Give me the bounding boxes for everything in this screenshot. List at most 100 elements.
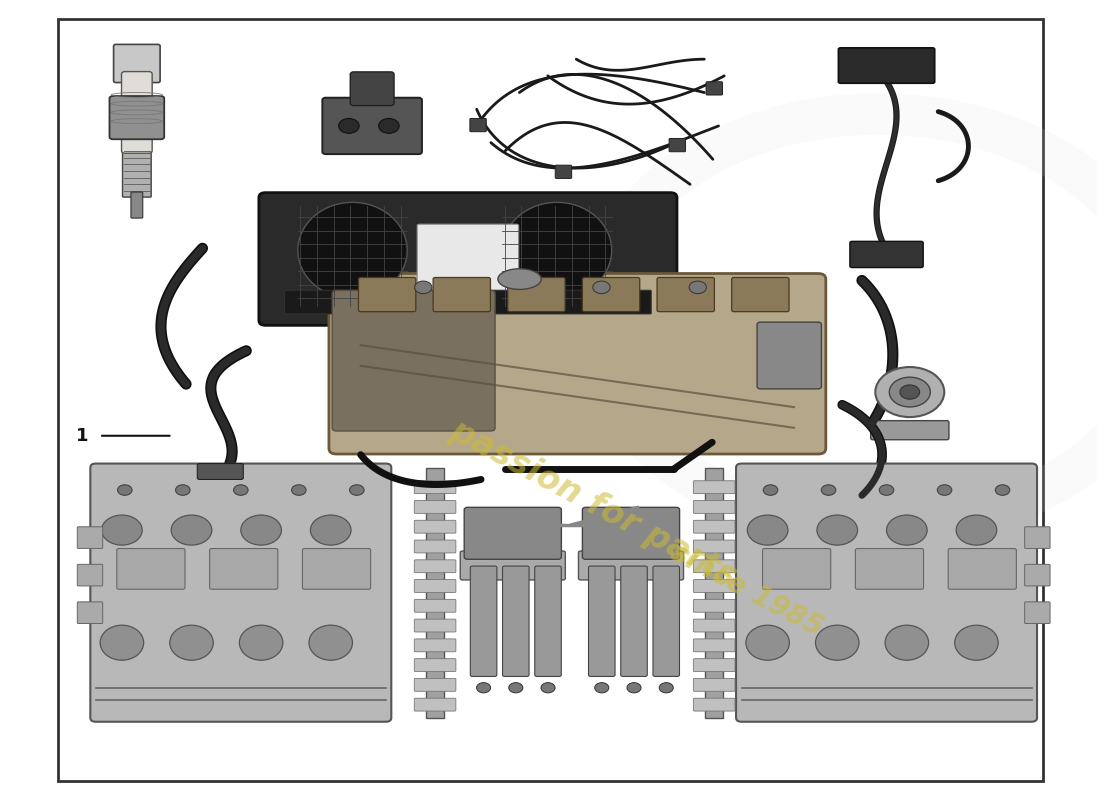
Circle shape (292, 485, 306, 495)
Circle shape (627, 682, 641, 693)
Ellipse shape (240, 625, 283, 660)
FancyBboxPatch shape (415, 520, 455, 533)
FancyBboxPatch shape (669, 138, 685, 152)
Circle shape (176, 485, 190, 495)
FancyBboxPatch shape (850, 242, 923, 267)
FancyBboxPatch shape (657, 278, 714, 312)
Circle shape (996, 485, 1010, 495)
FancyBboxPatch shape (582, 507, 680, 559)
FancyBboxPatch shape (693, 599, 735, 612)
FancyBboxPatch shape (653, 566, 680, 677)
Ellipse shape (100, 625, 144, 660)
Circle shape (118, 485, 132, 495)
FancyBboxPatch shape (415, 481, 455, 494)
FancyBboxPatch shape (693, 520, 735, 533)
FancyBboxPatch shape (415, 560, 455, 573)
FancyBboxPatch shape (415, 619, 455, 632)
Circle shape (541, 682, 556, 693)
FancyBboxPatch shape (693, 540, 735, 553)
FancyBboxPatch shape (856, 549, 924, 590)
Circle shape (233, 485, 249, 495)
FancyBboxPatch shape (693, 579, 735, 593)
FancyBboxPatch shape (470, 118, 486, 132)
FancyBboxPatch shape (332, 290, 495, 431)
FancyBboxPatch shape (693, 481, 735, 494)
Ellipse shape (309, 625, 352, 660)
Circle shape (350, 485, 364, 495)
FancyBboxPatch shape (582, 278, 640, 312)
FancyBboxPatch shape (302, 549, 371, 590)
FancyBboxPatch shape (1025, 564, 1050, 586)
FancyBboxPatch shape (77, 526, 102, 549)
FancyBboxPatch shape (535, 566, 561, 677)
FancyBboxPatch shape (1025, 602, 1050, 623)
FancyBboxPatch shape (693, 698, 735, 711)
FancyBboxPatch shape (693, 501, 735, 514)
Circle shape (876, 367, 944, 417)
FancyBboxPatch shape (948, 549, 1016, 590)
Ellipse shape (817, 515, 858, 545)
Ellipse shape (955, 625, 998, 660)
FancyBboxPatch shape (693, 658, 735, 671)
FancyBboxPatch shape (464, 507, 561, 559)
FancyBboxPatch shape (693, 678, 735, 691)
Circle shape (415, 281, 432, 294)
FancyBboxPatch shape (556, 165, 572, 178)
FancyBboxPatch shape (350, 72, 394, 106)
FancyBboxPatch shape (471, 566, 497, 677)
Ellipse shape (498, 269, 541, 290)
FancyBboxPatch shape (117, 549, 185, 590)
FancyBboxPatch shape (871, 421, 949, 440)
FancyBboxPatch shape (131, 192, 143, 218)
Circle shape (689, 281, 706, 294)
Ellipse shape (298, 202, 407, 298)
FancyBboxPatch shape (113, 45, 161, 82)
FancyBboxPatch shape (588, 566, 615, 677)
Circle shape (659, 682, 673, 693)
FancyBboxPatch shape (122, 129, 151, 197)
Ellipse shape (747, 515, 788, 545)
FancyBboxPatch shape (415, 698, 455, 711)
Ellipse shape (310, 515, 351, 545)
Text: passion for parts: passion for parts (444, 414, 742, 593)
FancyBboxPatch shape (285, 290, 651, 314)
Ellipse shape (172, 515, 212, 545)
Circle shape (593, 281, 611, 294)
FancyBboxPatch shape (197, 463, 243, 479)
FancyBboxPatch shape (1025, 526, 1050, 549)
Circle shape (476, 682, 491, 693)
FancyBboxPatch shape (415, 678, 455, 691)
FancyBboxPatch shape (693, 639, 735, 652)
Ellipse shape (169, 625, 213, 660)
FancyBboxPatch shape (210, 549, 278, 590)
FancyBboxPatch shape (508, 278, 565, 312)
FancyBboxPatch shape (579, 551, 683, 580)
Text: since 1985: since 1985 (667, 539, 827, 642)
FancyBboxPatch shape (90, 463, 392, 722)
FancyBboxPatch shape (258, 193, 676, 326)
FancyBboxPatch shape (110, 96, 164, 139)
FancyBboxPatch shape (329, 274, 826, 454)
FancyBboxPatch shape (77, 564, 102, 586)
FancyBboxPatch shape (415, 599, 455, 612)
FancyBboxPatch shape (359, 278, 416, 312)
FancyBboxPatch shape (838, 48, 935, 83)
FancyBboxPatch shape (706, 82, 723, 95)
FancyBboxPatch shape (415, 658, 455, 671)
Ellipse shape (746, 625, 790, 660)
FancyBboxPatch shape (415, 501, 455, 514)
Circle shape (937, 485, 952, 495)
Circle shape (378, 118, 399, 134)
Circle shape (339, 118, 359, 134)
Ellipse shape (503, 202, 612, 298)
FancyBboxPatch shape (77, 602, 102, 623)
Ellipse shape (815, 625, 859, 660)
FancyBboxPatch shape (415, 540, 455, 553)
FancyBboxPatch shape (736, 463, 1037, 722)
FancyBboxPatch shape (503, 566, 529, 677)
Ellipse shape (956, 515, 997, 545)
FancyBboxPatch shape (762, 549, 830, 590)
Ellipse shape (887, 515, 927, 545)
Circle shape (822, 485, 836, 495)
FancyBboxPatch shape (415, 579, 455, 593)
